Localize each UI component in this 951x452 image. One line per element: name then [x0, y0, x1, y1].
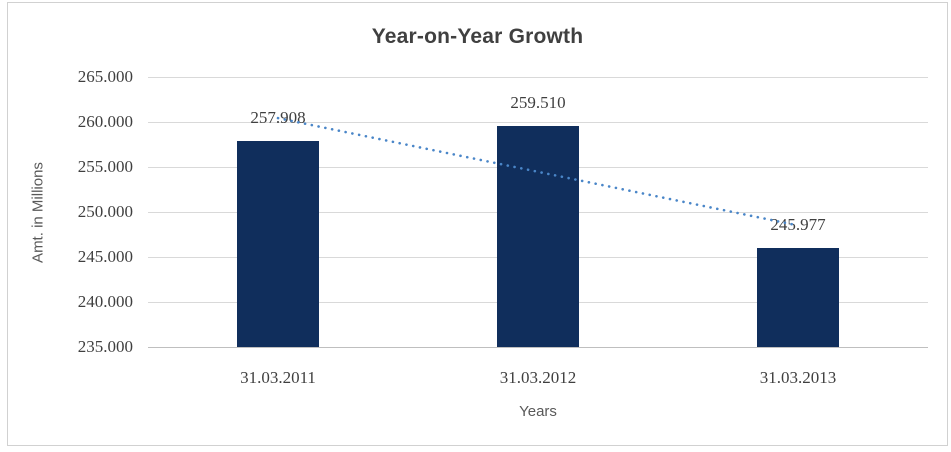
x-category-label: 31.03.2012: [499, 368, 577, 387]
bar-31.03.2013: [757, 248, 839, 347]
gridline: [148, 77, 928, 78]
y-tick-label: 265.000: [77, 67, 133, 86]
y-tick-label: 260.000: [77, 112, 133, 131]
x-axis-line: [148, 347, 928, 348]
y-tick-label: 245.000: [77, 247, 133, 266]
chart-title: Year-on-Year Growth: [371, 25, 584, 48]
y-tick-label: 255.000: [77, 157, 133, 176]
data-label: 245.977: [770, 215, 826, 234]
y-tick-label: 240.000: [77, 292, 133, 311]
y-axis-title: Amt. in Millions: [29, 162, 47, 263]
x-axis-title: Years: [519, 403, 557, 420]
y-tick-label: 250.000: [77, 202, 133, 221]
y-tick-label: 235.000: [77, 337, 133, 356]
x-category-label: 31.03.2011: [240, 368, 316, 387]
x-category-label: 31.03.2013: [759, 368, 837, 387]
bar-31.03.2012: [497, 126, 579, 347]
data-label: 257.908: [250, 108, 306, 127]
bar-31.03.2011: [237, 141, 319, 347]
data-label: 259.510: [510, 93, 566, 112]
